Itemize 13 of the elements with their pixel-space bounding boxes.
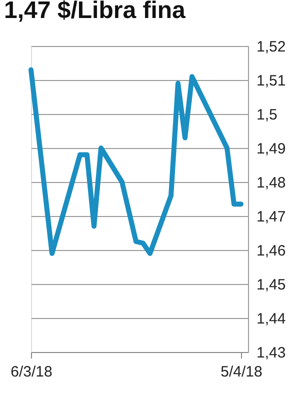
x-tick-label: 5/4/18 [220, 364, 262, 380]
y-tick-label: 1,46 [256, 242, 286, 260]
y-tick-label: 1,47 [256, 208, 286, 226]
y-tick-label: 1,5 [256, 106, 278, 124]
y-tick-label: 1,48 [256, 174, 286, 192]
chart-title: 1,47 $/Libra fina [4, 0, 186, 24]
y-tick-label: 1,49 [256, 140, 286, 158]
y-tick-label: 1,52 [256, 38, 286, 56]
y-tick-label: 1,51 [256, 72, 286, 90]
y-tick-label: 1,45 [256, 276, 286, 294]
y-tick-label: 1,43 [256, 344, 286, 362]
y-tick-label: 1,44 [256, 310, 286, 328]
x-tick-label: 6/3/18 [10, 364, 52, 380]
